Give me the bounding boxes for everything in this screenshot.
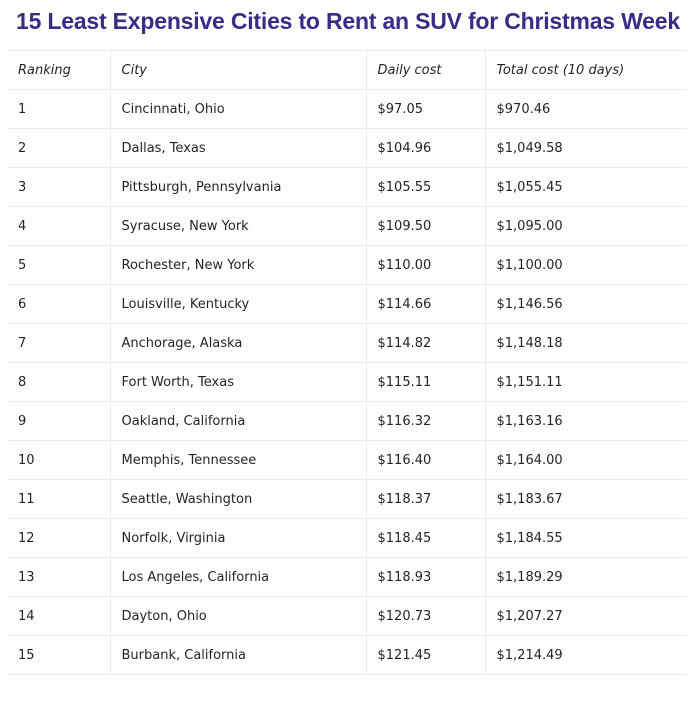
table-row: 3 Pittsburgh, Pennsylvania $105.55 $1,055.4… xyxy=(7,167,687,207)
cell-total-cost: $1,095.00 xyxy=(484,206,687,246)
cell-ranking: 5 xyxy=(7,245,110,285)
table-body: 1 Cincinnati, Ohio $97.05 $970.46 2 Dallas, T… xyxy=(7,89,687,675)
cell-daily-cost: $109.50 xyxy=(365,206,485,246)
cell-ranking: 13 xyxy=(7,557,110,597)
cell-city: Memphis, Tennessee xyxy=(109,440,366,480)
cell-city: Syracuse, New York xyxy=(109,206,366,246)
cell-city: Norfolk, Virginia xyxy=(109,518,366,558)
cell-ranking: 7 xyxy=(7,323,110,363)
cell-ranking: 15 xyxy=(7,635,110,675)
cell-city: Burbank, California xyxy=(109,635,366,675)
table-row: 9 Oakland, California $116.32 $1,163.16 xyxy=(7,401,687,441)
cell-daily-cost: $121.45 xyxy=(365,635,485,675)
header-city: City xyxy=(109,50,366,90)
cell-city: Los Angeles, California xyxy=(109,557,366,597)
table-row: 15 Burbank, California $121.45 $1,214.49 xyxy=(7,635,687,675)
cell-ranking: 3 xyxy=(7,167,110,207)
cell-daily-cost: $97.05 xyxy=(365,89,485,129)
cell-total-cost: $1,164.00 xyxy=(484,440,687,480)
cell-daily-cost: $114.66 xyxy=(365,284,485,324)
cell-city: Dallas, Texas xyxy=(109,128,366,168)
cell-total-cost: $1,100.00 xyxy=(484,245,687,285)
cell-daily-cost: $116.32 xyxy=(365,401,485,441)
table-row: 1 Cincinnati, Ohio $97.05 $970.46 xyxy=(7,89,687,129)
cell-ranking: 6 xyxy=(7,284,110,324)
cell-ranking: 12 xyxy=(7,518,110,558)
cell-total-cost: $1,148.18 xyxy=(484,323,687,363)
cell-daily-cost: $116.40 xyxy=(365,440,485,480)
header-daily-cost: Daily cost xyxy=(365,50,485,90)
cell-daily-cost: $110.00 xyxy=(365,245,485,285)
cell-ranking: 10 xyxy=(7,440,110,480)
cell-ranking: 9 xyxy=(7,401,110,441)
table-row: 13 Los Angeles, California $118.93 $1,189.2… xyxy=(7,557,687,597)
table-row: 14 Dayton, Ohio $120.73 $1,207.27 xyxy=(7,596,687,636)
cell-city: Cincinnati, Ohio xyxy=(109,89,366,129)
cell-city: Oakland, California xyxy=(109,401,366,441)
cell-ranking: 4 xyxy=(7,206,110,246)
header-total-cost: Total cost (10 days) xyxy=(484,50,687,90)
cell-daily-cost: $105.55 xyxy=(365,167,485,207)
cell-ranking: 8 xyxy=(7,362,110,402)
cell-total-cost: $1,049.58 xyxy=(484,128,687,168)
cell-daily-cost: $104.96 xyxy=(365,128,485,168)
cell-daily-cost: $114.82 xyxy=(365,323,485,363)
cell-city: Pittsburgh, Pennsylvania xyxy=(109,167,366,207)
cell-total-cost: $1,055.45 xyxy=(484,167,687,207)
table-row: 6 Louisville, Kentucky $114.66 $1,146.56 xyxy=(7,284,687,324)
table-row: 5 Rochester, New York $110.00 $1,100.00 xyxy=(7,245,687,285)
cell-city: Anchorage, Alaska xyxy=(109,323,366,363)
cell-city: Fort Worth, Texas xyxy=(109,362,366,402)
header-ranking: Ranking xyxy=(7,50,110,90)
cell-city: Seattle, Washington xyxy=(109,479,366,519)
cell-ranking: 14 xyxy=(7,596,110,636)
table-row: 11 Seattle, Washington $118.37 $1,183.67 xyxy=(7,479,687,519)
cell-total-cost: $1,184.55 xyxy=(484,518,687,558)
cell-ranking: 1 xyxy=(7,89,110,129)
cell-ranking: 2 xyxy=(7,128,110,168)
cell-daily-cost: $118.37 xyxy=(365,479,485,519)
cell-total-cost: $1,214.49 xyxy=(484,635,687,675)
table-header: Ranking City Daily cost Total cost (10 d… xyxy=(7,50,687,90)
cell-total-cost: $970.46 xyxy=(484,89,687,129)
cell-city: Louisville, Kentucky xyxy=(109,284,366,324)
cell-total-cost: $1,146.56 xyxy=(484,284,687,324)
cell-total-cost: $1,183.67 xyxy=(484,479,687,519)
header-row: Ranking City Daily cost Total cost (10 d… xyxy=(7,50,687,90)
cell-daily-cost: $115.11 xyxy=(365,362,485,402)
table-row: 4 Syracuse, New York $109.50 $1,095.00 xyxy=(7,206,687,246)
table-row: 7 Anchorage, Alaska $114.82 $1,148.18 xyxy=(7,323,687,363)
cell-ranking: 11 xyxy=(7,479,110,519)
cell-total-cost: $1,163.16 xyxy=(484,401,687,441)
cell-daily-cost: $120.73 xyxy=(365,596,485,636)
cell-total-cost: $1,207.27 xyxy=(484,596,687,636)
cell-total-cost: $1,189.29 xyxy=(484,557,687,597)
page-title: 15 Least Expensive Cities to Rent an SUV… xyxy=(16,8,680,34)
table-row: 2 Dallas, Texas $104.96 $1,049.58 xyxy=(7,128,687,168)
table-row: 8 Fort Worth, Texas $115.11 $1,151.11 xyxy=(7,362,687,402)
cell-city: Rochester, New York xyxy=(109,245,366,285)
cell-daily-cost: $118.93 xyxy=(365,557,485,597)
cell-daily-cost: $118.45 xyxy=(365,518,485,558)
table-row: 10 Memphis, Tennessee $116.40 $1,164.00 xyxy=(7,440,687,480)
cost-table: Ranking City Daily cost Total cost (10 d… xyxy=(7,50,687,675)
cell-total-cost: $1,151.11 xyxy=(484,362,687,402)
table-row: 12 Norfolk, Virginia $118.45 $1,184.55 xyxy=(7,518,687,558)
cell-city: Dayton, Ohio xyxy=(109,596,366,636)
